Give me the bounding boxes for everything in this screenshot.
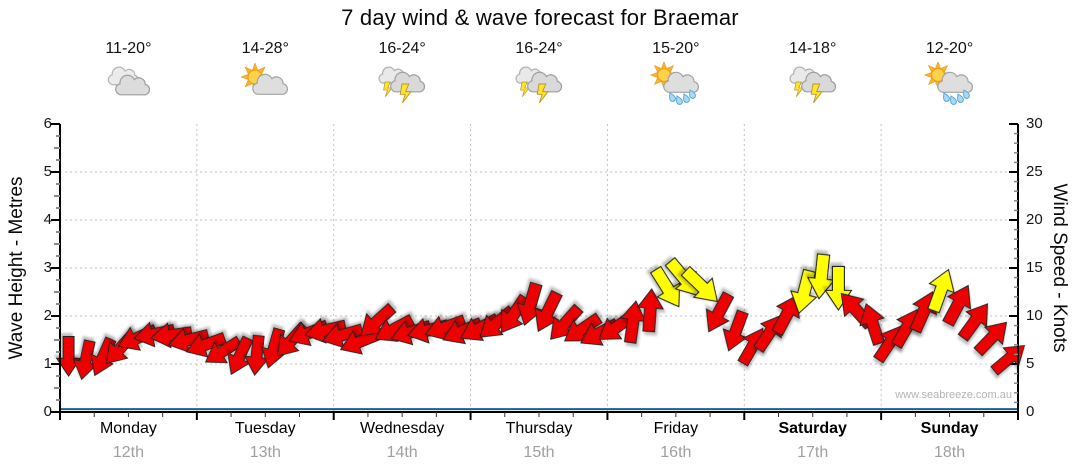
wind-arrow [771,294,800,337]
wind-arrow [859,303,886,346]
wind-arrow [150,322,193,349]
wind-arrow [204,335,243,364]
wind-arrows [55,253,1026,381]
wind-arrow [55,336,82,377]
wind-arrow [636,288,664,333]
wind-arrow [942,284,972,327]
wind-arrow [680,265,719,303]
wind-arrow [927,268,955,314]
wind-arrow [185,332,227,358]
wind-arrow [973,321,1008,357]
wind-arrow [957,303,988,342]
wind-arrow [501,293,531,334]
wind-arrow [705,291,735,333]
wind-arrow [649,265,681,308]
